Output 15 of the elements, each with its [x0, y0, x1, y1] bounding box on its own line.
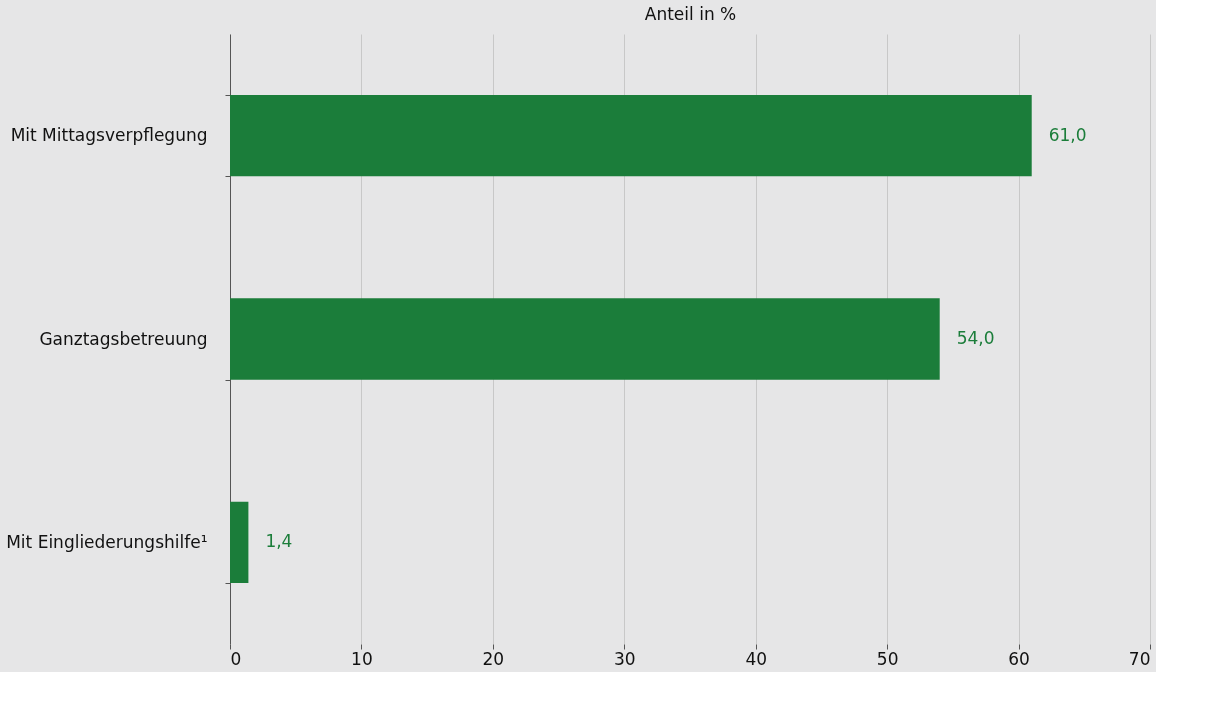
- x-axis-title: Anteil in %: [644, 3, 737, 24]
- data-label: 61,0: [1048, 124, 1087, 145]
- y-tick-label: Ganztagsbetreuung: [39, 328, 208, 349]
- x-tick-label: 50: [876, 648, 899, 669]
- x-tick-label: 10: [351, 648, 373, 669]
- x-tick-label: 60: [1008, 648, 1030, 669]
- x-tick-label: 20: [482, 648, 505, 669]
- y-tick-label: Mit Mittagsverpflegung: [10, 125, 208, 146]
- x-tick-label: 40: [745, 648, 768, 669]
- y-tick-label: Mit Eingliederungshilfe¹: [6, 531, 208, 552]
- x-tick-label: 30: [613, 648, 636, 669]
- x-tick-label: 70: [1128, 648, 1151, 669]
- x-tick-label: 0: [230, 648, 242, 669]
- data-label: 54,0: [956, 328, 995, 348]
- data-label: 1,4: [265, 531, 293, 552]
